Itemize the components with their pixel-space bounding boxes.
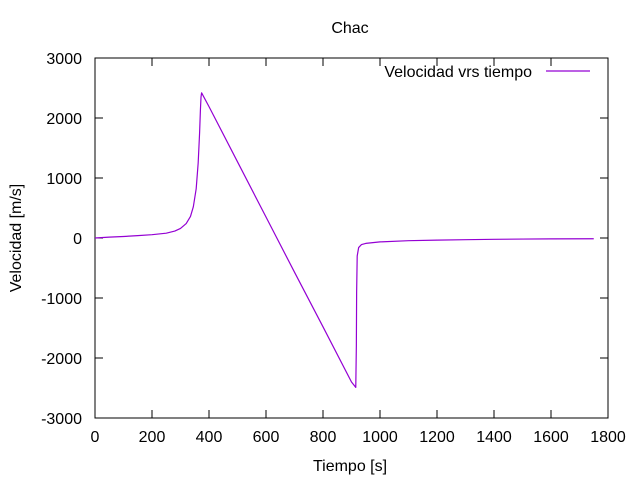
series-layer — [94, 92, 594, 388]
y-axis-title: Velocidad [m/s] — [8, 184, 25, 293]
x-tick-label: 600 — [253, 429, 280, 446]
x-tick-label: 1800 — [590, 429, 626, 446]
x-tick-label: 1000 — [362, 429, 398, 446]
x-tick-label: 400 — [196, 429, 223, 446]
x-axis-title: Tiempo [s] — [313, 458, 387, 475]
y-tick-label: -2000 — [41, 351, 82, 368]
legend: Velocidad vrs tiempo — [384, 64, 590, 81]
x-tick-label: 1400 — [476, 429, 512, 446]
y-tick-label: 3000 — [46, 51, 82, 68]
x-tick-label: 800 — [310, 429, 337, 446]
x-tick-label: 1200 — [419, 429, 455, 446]
y-tick-label: 0 — [73, 231, 82, 248]
y-tick-label: -3000 — [41, 411, 82, 428]
x-tick-label: 200 — [139, 429, 166, 446]
y-tick-label: -1000 — [41, 291, 82, 308]
y-tick-label: 1000 — [46, 171, 82, 188]
legend-label: Velocidad vrs tiempo — [384, 64, 532, 81]
axes: 0 200 400 600 800 1000 1200 1400 1600 1800 -3000 -2… — [41, 51, 626, 446]
chart-title: Chac — [331, 20, 368, 37]
series-line-1 — [94, 92, 594, 388]
y-tick-label: 2000 — [46, 111, 82, 128]
x-tick-label: 1600 — [533, 429, 569, 446]
x-tick-label: 0 — [91, 429, 100, 446]
